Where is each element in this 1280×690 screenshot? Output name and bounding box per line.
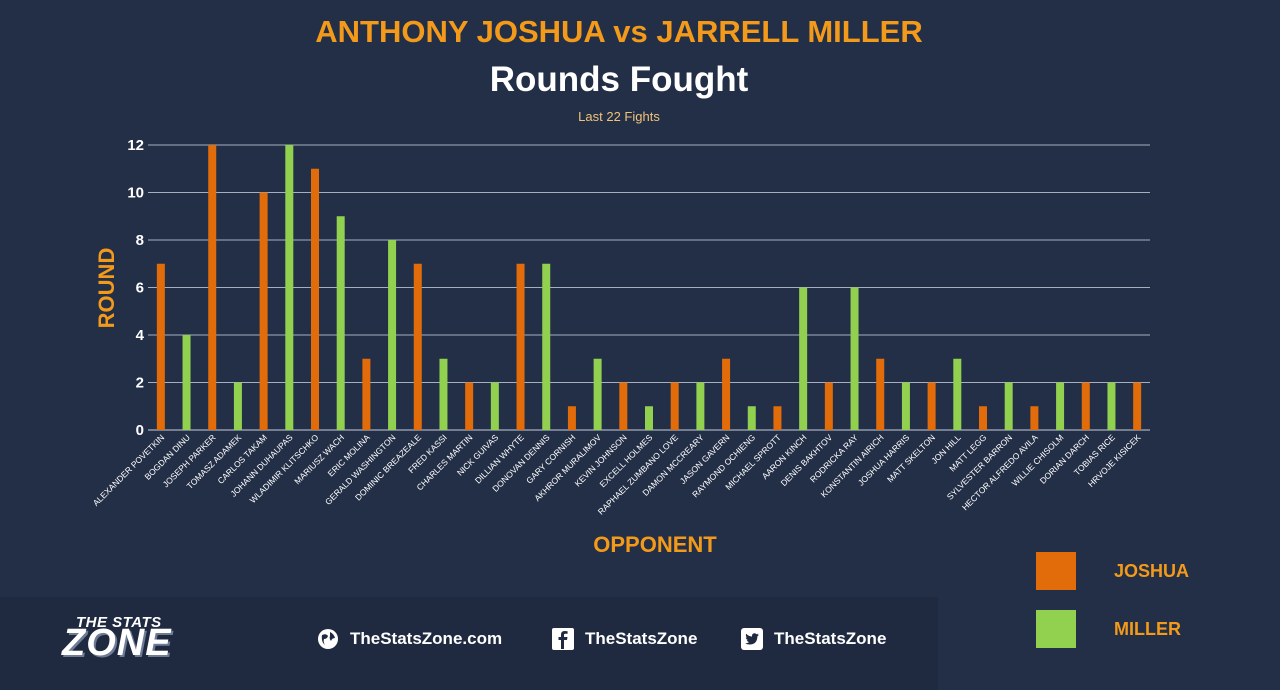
facebook-text: TheStatsZone: [585, 629, 698, 648]
footer-panel: [0, 597, 938, 690]
bar: [388, 240, 397, 430]
bar: [747, 406, 756, 430]
y-axis-label: ROUND: [94, 248, 119, 329]
y-tick-label: 4: [136, 327, 145, 344]
bar: [773, 406, 782, 430]
twitter-text: TheStatsZone: [774, 629, 887, 648]
bar: [259, 192, 268, 430]
facebook-icon: [551, 627, 575, 651]
website-text: TheStatsZone.com: [350, 629, 503, 648]
bar: [465, 382, 474, 430]
bar: [953, 358, 962, 430]
bar: [567, 406, 576, 430]
bar: [542, 263, 551, 430]
bar: [285, 145, 294, 430]
bar: [645, 406, 653, 430]
bar: [1133, 382, 1142, 430]
y-tick-label: 2: [136, 375, 144, 392]
bar: [490, 382, 499, 430]
bar: [336, 216, 345, 430]
twitter-icon: [740, 627, 764, 651]
y-tick-label: 10: [127, 185, 144, 202]
bar: [1056, 382, 1065, 430]
legend-label-miller: MILLER: [1114, 619, 1181, 639]
bar: [1107, 382, 1116, 430]
logo-top-text: THE STATS: [76, 614, 162, 631]
globe-icon: [316, 627, 340, 651]
x-tick-label: AARON KINCH: [760, 432, 809, 481]
bar: [696, 382, 705, 430]
y-tick-label: 8: [136, 232, 144, 249]
logo-main-text: ZONE: [62, 622, 172, 664]
chart-title: ANTHONY JOSHUA vs JARRELL MILLER: [315, 14, 923, 49]
twitter-link[interactable]: TheStatsZone: [740, 627, 886, 651]
bar: [311, 168, 319, 430]
y-tick-label: 6: [136, 280, 144, 297]
bar: [1030, 406, 1039, 430]
chart-note: Last 22 Fights: [578, 109, 660, 124]
bar: [182, 335, 191, 430]
x-axis-label: OPPONENT: [593, 532, 717, 557]
bar: [722, 358, 731, 430]
bar: [619, 382, 628, 430]
bar: [876, 358, 885, 430]
bar: [901, 382, 910, 430]
facebook-link[interactable]: TheStatsZone: [551, 627, 697, 651]
bar: [413, 263, 422, 430]
bar: [439, 358, 448, 430]
chart-subtitle: Rounds Fought: [489, 60, 749, 99]
bar: [156, 263, 165, 430]
bar: [516, 263, 525, 430]
bar: [593, 358, 602, 430]
bar: [670, 382, 679, 430]
bar: [362, 358, 371, 430]
bar: [208, 145, 217, 430]
y-tick-label: 12: [127, 137, 144, 154]
legend-swatch-joshua: [1036, 552, 1076, 590]
y-tick-label: 0: [136, 422, 144, 439]
bar: [1004, 382, 1013, 430]
bar: [1081, 382, 1090, 430]
bar: [824, 382, 833, 430]
bar: [850, 287, 859, 430]
bar: [233, 382, 242, 430]
bar: [979, 406, 987, 430]
bar: [927, 382, 936, 430]
legend-swatch-miller: [1036, 610, 1076, 648]
website-link[interactable]: TheStatsZone.com: [316, 627, 502, 651]
bar: [799, 287, 808, 430]
legend-label-joshua: JOSHUA: [1114, 561, 1190, 581]
